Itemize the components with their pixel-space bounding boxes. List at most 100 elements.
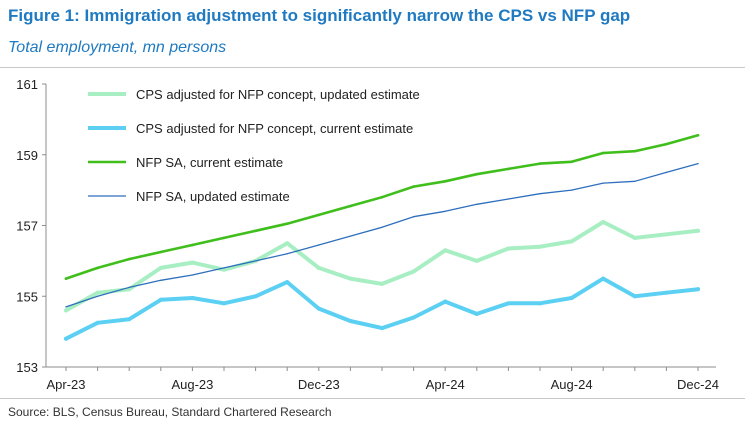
data-point xyxy=(507,167,510,171)
data-point xyxy=(474,311,479,316)
data-point xyxy=(128,286,130,289)
data-point xyxy=(475,172,479,176)
data-point xyxy=(443,299,448,304)
y-tick-label: 153 xyxy=(16,360,38,375)
data-point xyxy=(697,162,699,165)
data-point xyxy=(444,210,446,213)
data-point xyxy=(349,235,352,237)
data-point xyxy=(665,171,668,174)
chart-title: Figure 1: Immigration adjustment to sign… xyxy=(8,6,631,25)
data-point xyxy=(380,281,384,286)
data-point xyxy=(64,308,68,313)
data-point xyxy=(538,244,542,249)
data-point xyxy=(380,195,384,199)
legend: CPS adjusted for NFP concept, updated es… xyxy=(88,87,420,204)
data-point xyxy=(538,162,542,165)
data-point xyxy=(96,295,99,297)
data-point xyxy=(632,235,637,240)
data-point xyxy=(316,265,321,270)
data-point xyxy=(412,185,415,188)
x-tick-label: Dec-24 xyxy=(677,377,719,392)
legend-label-cps-updated: CPS adjusted for NFP concept, updated es… xyxy=(136,87,420,102)
data-point xyxy=(158,265,163,270)
data-point xyxy=(570,160,573,164)
data-point xyxy=(474,258,479,263)
data-point xyxy=(65,306,67,308)
data-point xyxy=(64,277,68,280)
data-point xyxy=(158,297,163,302)
data-point xyxy=(253,294,258,299)
y-tick-label: 155 xyxy=(16,289,38,304)
data-point xyxy=(569,239,574,244)
data-point xyxy=(348,276,353,281)
x-tick-label: Aug-24 xyxy=(551,377,593,392)
data-point xyxy=(506,301,511,306)
data-point xyxy=(127,257,131,261)
data-point xyxy=(317,213,321,217)
data-point xyxy=(96,266,99,270)
chart-axes: 153 155 157 159 161 Apr-23 Aug-23 Dec-23 Apr-24 A… xyxy=(16,77,719,392)
data-point xyxy=(223,267,225,269)
data-point xyxy=(190,260,195,265)
data-point xyxy=(539,193,541,195)
data-point xyxy=(506,246,511,251)
chart-subtitle: Total employment, mn persons xyxy=(8,39,227,56)
x-tick-label: Aug-23 xyxy=(171,377,213,392)
data-point xyxy=(381,226,383,228)
bottom-divider xyxy=(0,398,745,399)
series-cps-updated xyxy=(64,219,700,313)
data-point xyxy=(601,151,605,155)
data-point xyxy=(696,228,700,233)
data-point xyxy=(380,326,384,331)
y-tick-label: 161 xyxy=(16,77,38,92)
data-point xyxy=(95,290,100,295)
series-nfp-updated xyxy=(65,162,699,308)
data-point xyxy=(285,280,290,285)
data-point xyxy=(318,244,320,246)
data-point xyxy=(696,287,700,292)
data-point xyxy=(476,203,478,205)
data-point xyxy=(443,179,447,183)
data-point xyxy=(348,319,353,324)
data-point xyxy=(412,216,415,218)
series-layer xyxy=(64,133,700,341)
data-point xyxy=(285,222,289,226)
data-point xyxy=(160,279,162,281)
data-point xyxy=(633,149,637,153)
y-tick-label: 159 xyxy=(16,148,38,163)
data-point xyxy=(602,182,604,184)
data-point xyxy=(634,180,636,182)
series-nfp-current xyxy=(64,133,700,280)
x-tick-label: Dec-23 xyxy=(298,377,340,392)
data-point xyxy=(569,296,574,301)
top-divider xyxy=(0,67,745,68)
data-point xyxy=(411,315,416,320)
y-tick-label: 157 xyxy=(16,219,38,234)
data-point xyxy=(696,133,700,137)
data-point xyxy=(191,274,194,276)
data-point xyxy=(190,296,195,301)
x-tick-label: Apr-23 xyxy=(46,377,85,392)
data-point xyxy=(254,229,257,233)
data-point xyxy=(601,219,606,224)
data-point xyxy=(159,250,163,254)
legend-label-cps-current: CPS adjusted for NFP concept, current es… xyxy=(136,121,413,136)
data-point xyxy=(443,248,448,253)
data-point xyxy=(507,198,510,200)
data-point xyxy=(632,294,637,299)
data-point xyxy=(665,142,668,146)
data-point xyxy=(349,204,352,208)
legend-label-nfp-updated: NFP SA, updated estimate xyxy=(136,189,290,204)
data-point xyxy=(191,243,194,247)
data-point xyxy=(285,241,290,246)
data-point xyxy=(411,269,416,274)
data-point xyxy=(222,301,226,306)
data-point xyxy=(601,276,606,281)
data-point xyxy=(538,301,542,306)
data-point xyxy=(95,320,100,325)
x-tick-label: Apr-24 xyxy=(426,377,465,392)
source-note: Source: BLS, Census Bureau, Standard Cha… xyxy=(8,405,332,419)
data-point xyxy=(570,189,573,191)
series-cps-current xyxy=(64,276,700,341)
data-point xyxy=(664,232,669,237)
